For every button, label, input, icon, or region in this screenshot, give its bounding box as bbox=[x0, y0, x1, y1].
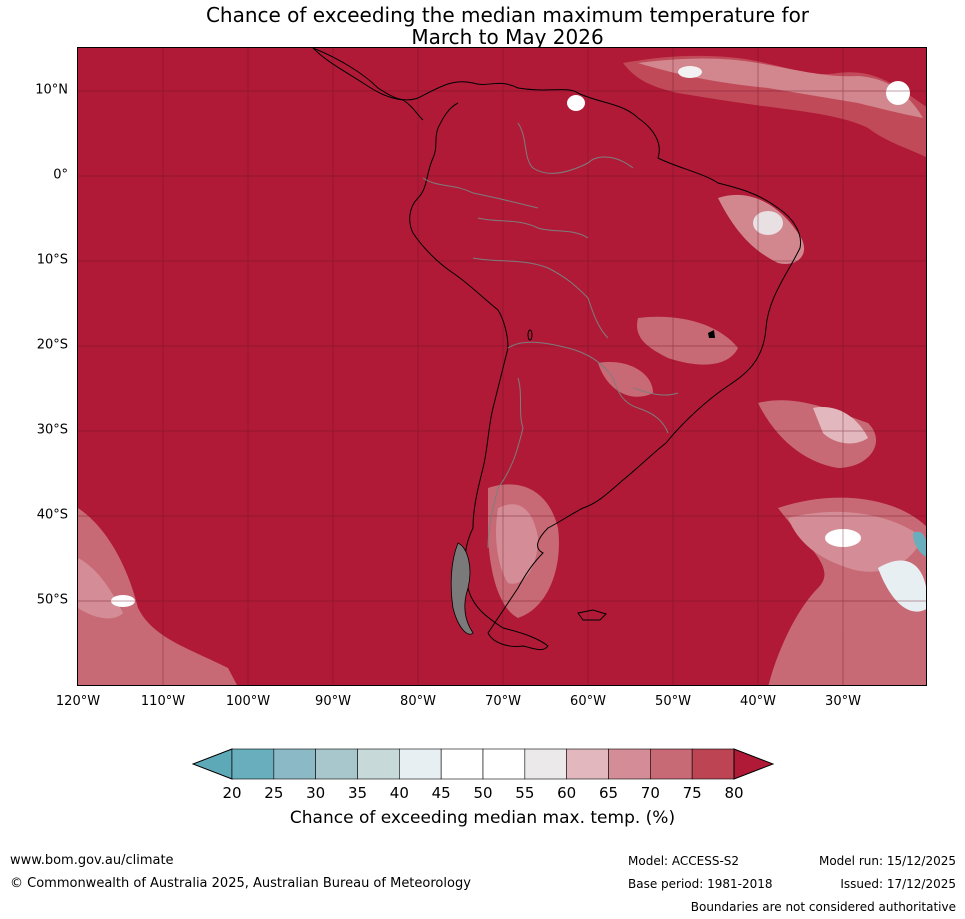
lat-label-0: 0° bbox=[53, 167, 68, 183]
colorbar-tick-label: 65 bbox=[598, 784, 619, 802]
footer-disclaimer: Boundaries are not considered authoritat… bbox=[690, 900, 956, 914]
colorbar-tick-label: 30 bbox=[306, 784, 326, 802]
colorbar-extend-high bbox=[733, 748, 775, 780]
lat-label-20s: 20°S bbox=[36, 337, 68, 353]
lon-label-40w: 40°W bbox=[740, 694, 776, 709]
patagonia-fjords bbox=[450, 542, 474, 635]
footer-model-run: Model run: 15/12/2025 bbox=[818, 854, 956, 868]
title-line-1: Chance of exceeding the median maximum t… bbox=[205, 3, 810, 27]
colorbar-segment bbox=[357, 748, 400, 780]
chart-title: Chance of exceeding the median maximum t… bbox=[0, 4, 965, 48]
lon-label-30w: 30°W bbox=[825, 694, 861, 709]
falkland-islands bbox=[577, 609, 607, 621]
lat-label-10s: 10°S bbox=[36, 252, 68, 268]
colorbar-ticks: 20 25 30 35 40 45 50 55 60 65 70 75 80 bbox=[0, 784, 965, 804]
probability-patches bbox=[78, 55, 926, 685]
map-panel bbox=[77, 47, 927, 686]
patch-central-brazil bbox=[637, 316, 738, 365]
colorbar-tick-label: 50 bbox=[473, 784, 493, 802]
patch-caribbean-white bbox=[678, 66, 702, 78]
colorbar-segment bbox=[566, 748, 609, 780]
colorbar-segment bbox=[273, 748, 316, 780]
lat-label-40s: 40°S bbox=[36, 507, 68, 523]
footer-base-period: Base period: 1981-2018 bbox=[628, 877, 773, 891]
lon-label-110w: 110°W bbox=[140, 694, 186, 709]
patch-west-pacific bbox=[78, 508, 237, 685]
colorbar-segment bbox=[482, 748, 526, 780]
colorbar-label: Chance of exceeding median max. temp. (%… bbox=[289, 808, 676, 828]
lon-label-50w: 50°W bbox=[655, 694, 691, 709]
colorbar bbox=[191, 748, 775, 782]
country-borders bbox=[422, 122, 679, 549]
colorbar-tick-label: 40 bbox=[389, 784, 409, 802]
colorbar-tick-label: 35 bbox=[347, 784, 368, 802]
lat-label-30s: 30°S bbox=[36, 422, 68, 438]
footer-copyright: © Commonwealth of Australia 2025, Austra… bbox=[10, 876, 471, 891]
lon-label-120w: 120°W bbox=[55, 694, 101, 709]
lat-label-10n: 10°N bbox=[35, 82, 68, 98]
colorbar-segment bbox=[231, 748, 275, 780]
title-line-2: March to May 2026 bbox=[411, 25, 604, 49]
colorbar-tick-label: 75 bbox=[682, 784, 702, 802]
colorbar-segment bbox=[399, 748, 442, 780]
central-america-coastline bbox=[312, 48, 424, 121]
colorbar-tick-label: 80 bbox=[724, 784, 744, 802]
colorbar-segment bbox=[650, 748, 693, 780]
colorbar-segment bbox=[440, 748, 484, 780]
colorbar-tick-label: 70 bbox=[640, 784, 660, 802]
colorbar-tick-label: 25 bbox=[264, 784, 284, 802]
lon-label-80w: 80°W bbox=[400, 694, 436, 709]
lon-label-70w: 70°W bbox=[485, 694, 521, 709]
colorbar-segment bbox=[315, 748, 358, 780]
lake-titicaca bbox=[527, 329, 533, 341]
footer-issued: Issued: 17/12/2025 bbox=[840, 877, 956, 891]
colorbar-tick-label: 45 bbox=[431, 784, 451, 802]
map-canvas bbox=[78, 48, 926, 685]
lat-label-50s: 50°S bbox=[36, 592, 68, 608]
lon-label-90w: 90°W bbox=[315, 694, 351, 709]
colorbar-segment bbox=[608, 748, 651, 780]
colorbar-svg bbox=[191, 748, 775, 780]
lon-label-100w: 100°W bbox=[225, 694, 271, 709]
colorbar-tick-label: 55 bbox=[515, 784, 535, 802]
colorbar-extend-low bbox=[191, 748, 233, 780]
south-america-coastline bbox=[312, 48, 802, 651]
colorbar-segment bbox=[524, 748, 567, 780]
small-island-mark bbox=[708, 330, 715, 338]
colorbar-segment bbox=[691, 748, 735, 780]
lon-label-60w: 60°W bbox=[570, 694, 606, 709]
footer-website: www.bom.gov.au/climate bbox=[10, 853, 174, 868]
colorbar-tick-label: 60 bbox=[557, 784, 577, 802]
graticule bbox=[78, 48, 926, 685]
footer-model: Model: ACCESS-S2 bbox=[628, 854, 740, 868]
colorbar-tick-label: 20 bbox=[222, 784, 242, 802]
